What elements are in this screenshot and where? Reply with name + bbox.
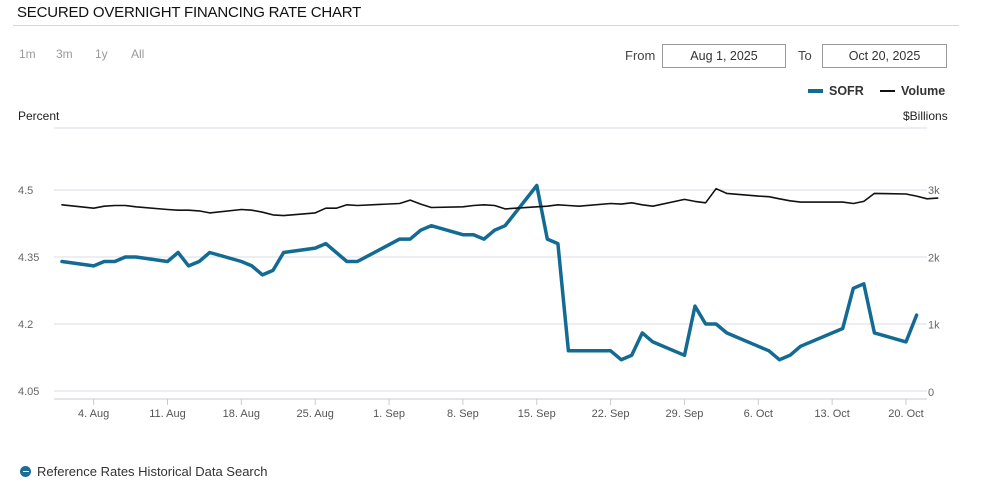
left-tick-label-1: 4.35 xyxy=(18,252,39,264)
x-tick-label-11: 20. Oct xyxy=(888,408,923,420)
left-axis-title: Percent xyxy=(18,109,60,123)
legend-label-sofr: SOFR xyxy=(829,84,864,98)
to-date-input[interactable]: Oct 20, 2025 xyxy=(822,44,947,68)
right-tick-label-2: 1k xyxy=(928,320,940,332)
range-button-1y[interactable]: 1y xyxy=(95,47,108,61)
historical-data-search-link[interactable]: Reference Rates Historical Data Search xyxy=(20,464,268,479)
right-axis-title: $Billions xyxy=(903,109,948,123)
page-title: SECURED OVERNIGHT FINANCING RATE CHART xyxy=(17,4,362,21)
series-line-sofr xyxy=(60,183,919,362)
from-date-input[interactable]: Aug 1, 2025 xyxy=(662,44,786,68)
series-line-volume xyxy=(61,187,939,217)
right-tick-label-3: 0 xyxy=(928,387,934,399)
x-tick-label-5: 8. Sep xyxy=(447,408,479,420)
range-button-3m[interactable]: 3m xyxy=(56,47,73,61)
legend-label-volume: Volume xyxy=(901,84,946,98)
x-tick-label-4: 1. Sep xyxy=(373,408,405,420)
left-tick-label-0: 4.5 xyxy=(18,185,33,197)
x-tick-label-6: 15. Sep xyxy=(518,408,556,420)
historical-data-search-label: Reference Rates Historical Data Search xyxy=(37,464,268,479)
x-tick-label-0: 4. Aug xyxy=(78,408,109,420)
x-tick-label-10: 13. Oct xyxy=(814,408,849,420)
legend-swatch-sofr xyxy=(808,89,823,93)
range-button-1m[interactable]: 1m xyxy=(19,47,36,61)
x-tick-label-9: 6. Oct xyxy=(744,408,773,420)
from-label: From xyxy=(625,48,656,63)
right-tick-label-1: 2k xyxy=(928,252,940,264)
range-button-all[interactable]: All xyxy=(131,47,145,61)
x-tick-label-8: 29. Sep xyxy=(665,408,703,420)
legend-item-sofr[interactable]: SOFR xyxy=(808,84,864,98)
x-tick-label-7: 22. Sep xyxy=(592,408,630,420)
x-tick-label-2: 18. Aug xyxy=(223,408,260,420)
left-tick-label-2: 4.2 xyxy=(18,319,33,331)
collapse-minus-icon xyxy=(20,466,31,477)
title-divider xyxy=(13,25,959,26)
x-tick-label-3: 25. Aug xyxy=(297,408,334,420)
left-tick-label-3: 4.05 xyxy=(18,386,39,398)
legend-swatch-volume xyxy=(880,90,895,92)
x-tick-label-1: 11. Aug xyxy=(149,408,186,420)
legend-item-volume[interactable]: Volume xyxy=(880,84,945,98)
right-tick-label-0: 3k xyxy=(928,185,940,197)
to-label: To xyxy=(798,48,812,63)
